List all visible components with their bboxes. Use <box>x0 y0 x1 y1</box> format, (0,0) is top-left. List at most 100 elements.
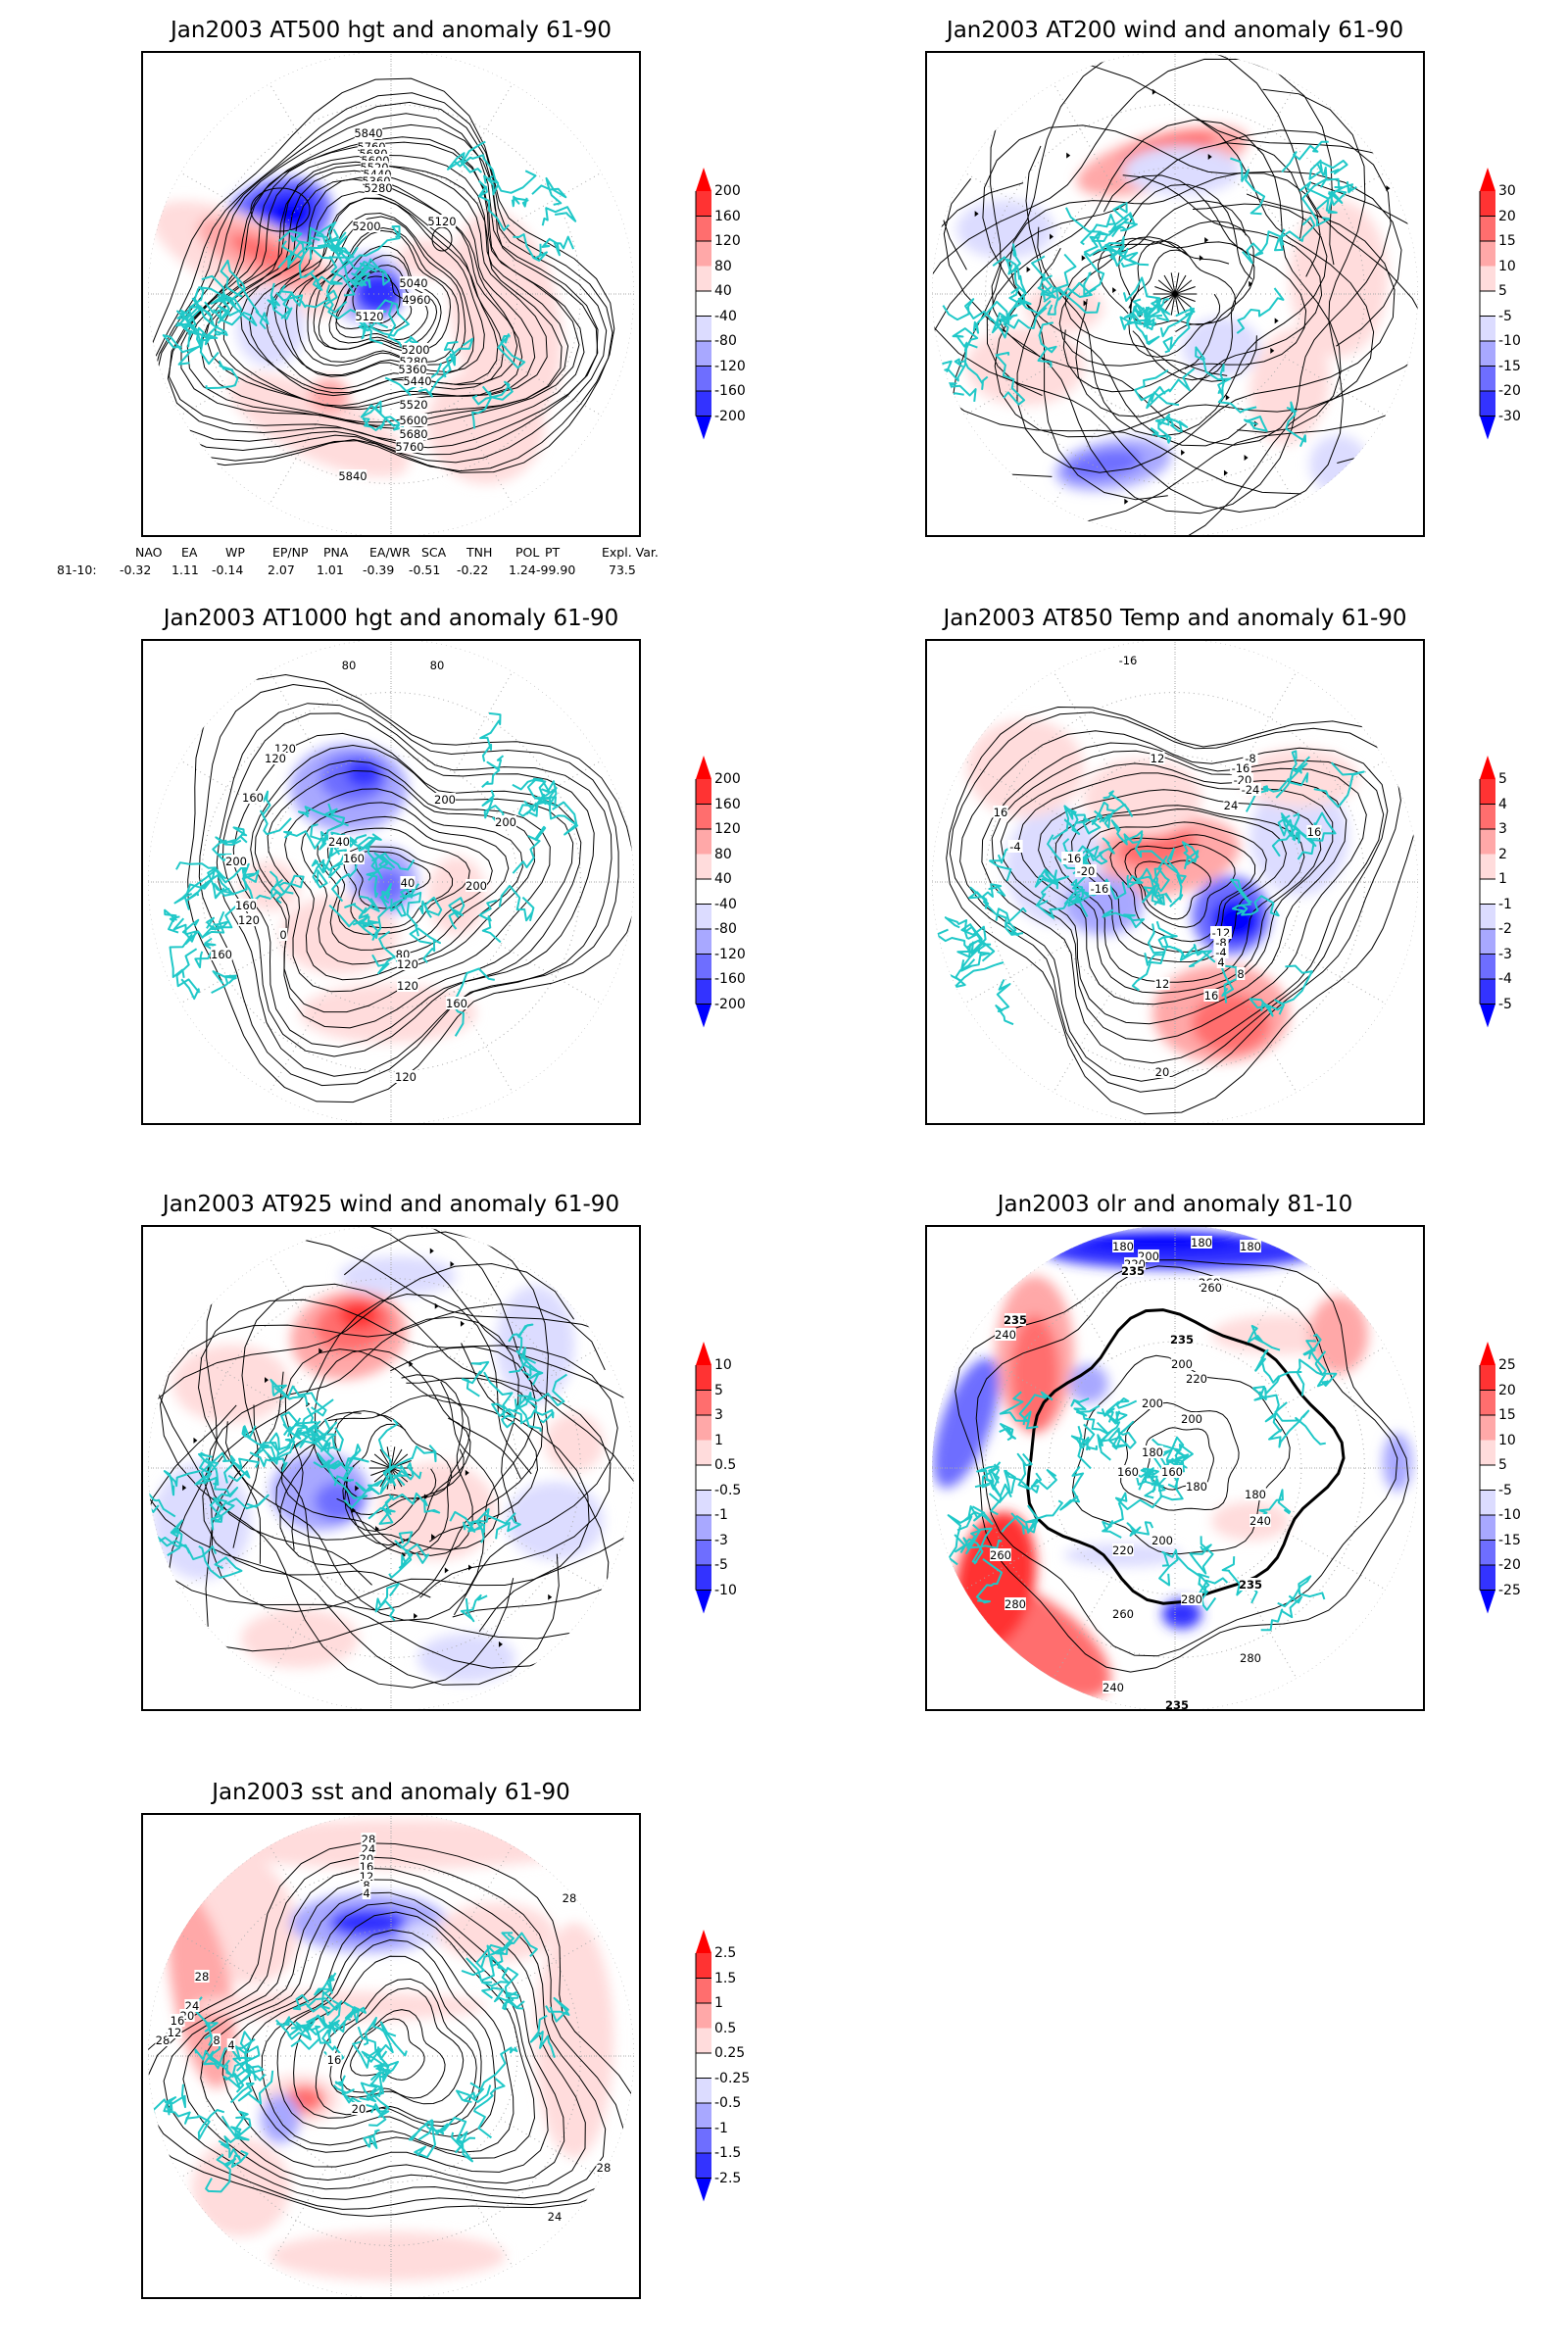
contour-label-bg <box>1007 840 1023 853</box>
contour-label-bg <box>355 310 384 322</box>
contour-label-bg <box>495 815 516 828</box>
colorbar-tick-label: 3 <box>714 1407 723 1423</box>
coastline <box>1094 837 1115 865</box>
streamline <box>932 53 1418 477</box>
streamline-arrow <box>182 1485 187 1492</box>
coastline <box>532 777 558 807</box>
coastline <box>497 333 526 369</box>
colorbar-segment <box>1480 1465 1495 1491</box>
coastline <box>447 140 486 173</box>
coastline <box>1004 1452 1033 1491</box>
colorbar: 200 160 120 80 40 -40 -80 -120 -160 -200 <box>686 167 774 461</box>
streamline <box>943 129 1392 514</box>
streamline <box>1157 279 1176 295</box>
contour-label: 24 <box>1224 799 1239 812</box>
coastline <box>955 1539 1003 1553</box>
coastline <box>328 1999 346 2034</box>
colorbar-tick-label: 80 <box>714 846 732 862</box>
meridian <box>500 945 603 1004</box>
colorbar-segment <box>1480 804 1495 829</box>
contour-label-bg <box>1223 799 1239 811</box>
coastline <box>311 858 328 889</box>
map-hemisphere <box>148 53 634 535</box>
contour-label-bg <box>359 1860 374 1873</box>
streamline-arrow <box>1124 498 1129 505</box>
map-canvas <box>932 53 1418 535</box>
coastline <box>211 970 237 994</box>
contour-label-bg <box>1122 1264 1144 1277</box>
coastline <box>1142 884 1165 906</box>
streamline <box>279 1348 521 1567</box>
coastline <box>531 176 567 206</box>
colorbar-segment <box>696 1465 711 1491</box>
positive-anomaly-area <box>310 378 349 414</box>
colorbar-tick-label: -25 <box>1498 1582 1521 1598</box>
contour-label: 200 <box>1152 1534 1173 1547</box>
coastline <box>283 823 322 850</box>
coastline <box>152 2083 186 2124</box>
latitude-circle <box>985 104 1365 484</box>
streamline <box>232 1283 612 1598</box>
coastline <box>959 947 990 972</box>
positive-anomaly-area <box>398 239 457 278</box>
coastline <box>522 1373 567 1406</box>
coastline <box>995 979 1014 1026</box>
latitude-circle <box>985 1278 1365 1658</box>
contour-label-bg <box>361 1833 376 1845</box>
negative-anomaly-area <box>1064 449 1143 480</box>
coastline <box>176 308 198 335</box>
lat-lon-grid <box>148 1227 634 1709</box>
contour-label-bg <box>362 1886 371 1899</box>
contour-label-bg <box>547 2210 563 2223</box>
coastline <box>1307 1350 1338 1388</box>
coastline <box>1296 1350 1327 1396</box>
colorbar-min-arrow <box>1480 1004 1495 1028</box>
coastline <box>935 342 978 382</box>
positive-anomaly-area <box>1084 759 1201 837</box>
colorbar-segment <box>696 316 711 341</box>
index-value: -0.22 <box>457 563 489 577</box>
colorbar-tick-label: 5 <box>1498 283 1507 299</box>
contour-line <box>221 712 595 1057</box>
coastline <box>198 305 228 336</box>
contour-label: 16 <box>994 806 1008 819</box>
colorbar-max-arrow <box>696 756 711 779</box>
positive-anomaly-area <box>427 857 486 935</box>
coastline <box>222 2064 245 2093</box>
colorbar-graphic <box>695 1342 711 1614</box>
colorbar-tick-label: -10 <box>714 1582 737 1598</box>
coastline <box>184 866 227 898</box>
contour-label-bg <box>1216 956 1226 968</box>
contour-label: 8 <box>363 1879 369 1892</box>
contour-label-bg <box>361 1842 376 1855</box>
streamline <box>932 58 1335 495</box>
coastline <box>218 2116 245 2148</box>
colorbar-tick-label: 3 <box>1498 821 1507 837</box>
colorbar-segment <box>1480 291 1495 317</box>
streamline-arrow <box>444 1567 449 1574</box>
coastline <box>1096 235 1128 258</box>
contour-label: 260 <box>1200 1281 1222 1295</box>
contour-label-bg <box>1075 864 1097 877</box>
coastline <box>972 300 1018 334</box>
colorbar-tick-label: 4 <box>1498 796 1507 812</box>
contour-label: 235 <box>1239 1578 1262 1592</box>
contour-label: -8 <box>1245 752 1255 765</box>
streamline <box>1058 183 1252 376</box>
contour-label: 200 <box>225 855 247 868</box>
colorbar-segment <box>696 829 711 855</box>
colorbar-tick-label: -4 <box>1498 971 1512 987</box>
contour-label-bg <box>1152 1534 1173 1546</box>
contour-label: 120 <box>265 752 286 765</box>
index-header: EA/WR <box>369 545 411 560</box>
streamline <box>370 1460 392 1469</box>
contour-label-bg <box>397 979 418 992</box>
colorbar-tick-label: -20 <box>1498 1557 1521 1573</box>
coastline <box>460 1593 488 1623</box>
colorbar: 25 20 15 10 5 -5 -10 -15 -20 -25 <box>1470 1341 1558 1635</box>
colorbar-tick-label: 10 <box>1498 258 1516 274</box>
coastline <box>1018 1391 1054 1426</box>
latitude-circle <box>201 692 581 1072</box>
contour-label-bg <box>167 2026 182 2038</box>
coastline <box>481 1967 519 1998</box>
